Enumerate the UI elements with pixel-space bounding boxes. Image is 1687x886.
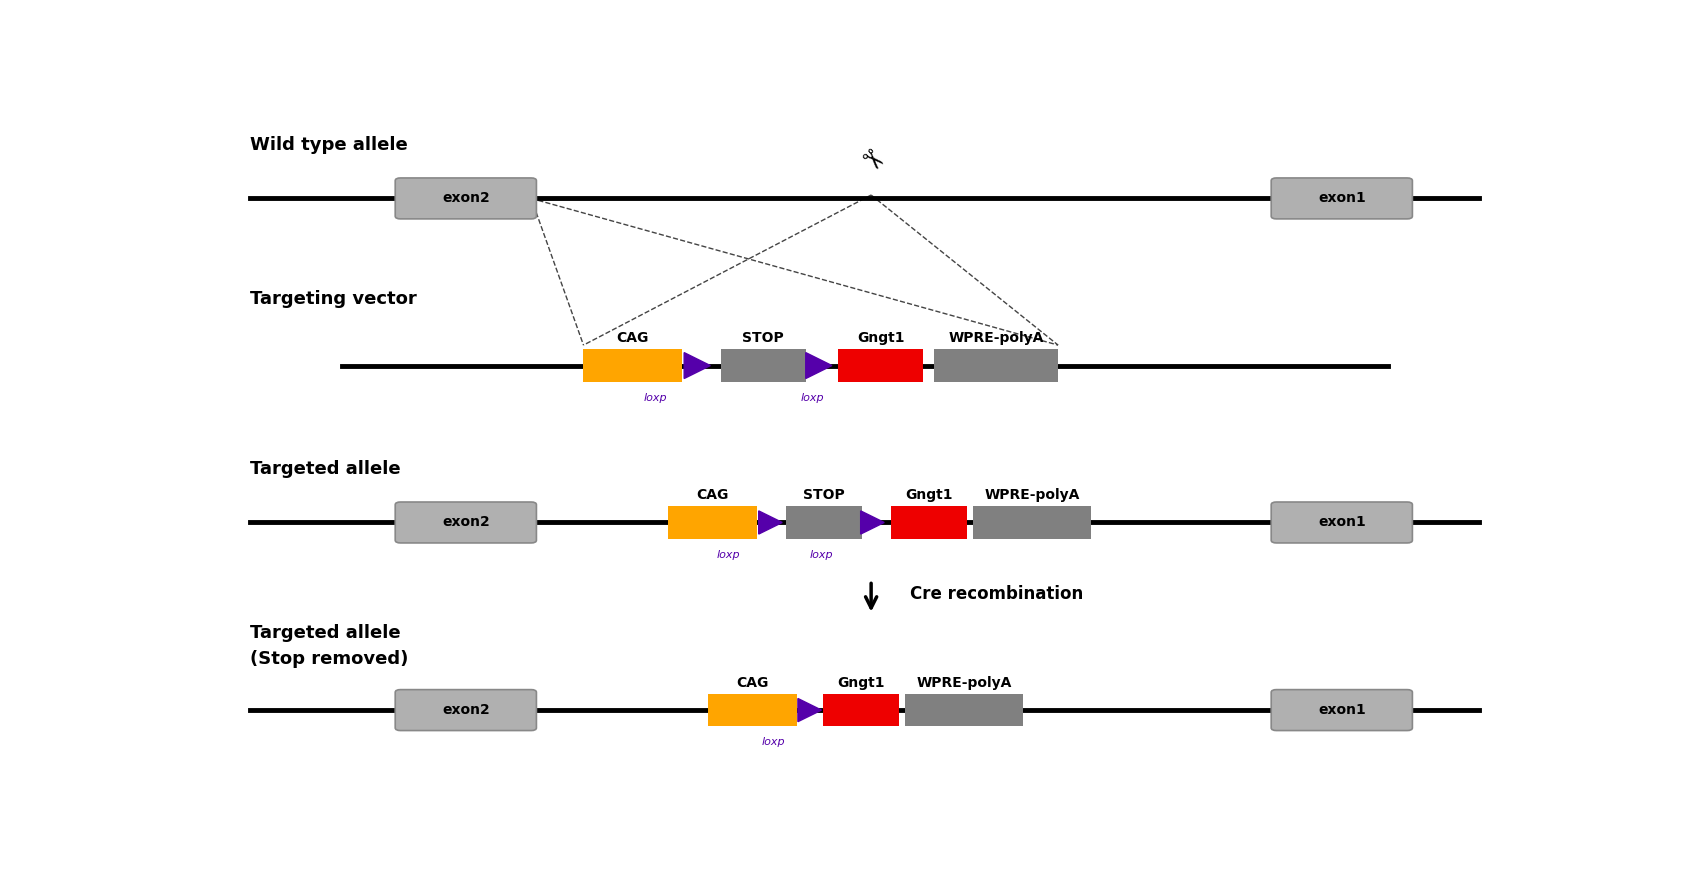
Text: CAG: CAG	[697, 488, 729, 502]
Bar	[584, 349, 682, 382]
Text: Gngt1: Gngt1	[857, 331, 904, 346]
FancyBboxPatch shape	[395, 689, 536, 731]
Bar	[709, 694, 796, 727]
Text: WPRE-polyA: WPRE-polyA	[984, 488, 1080, 502]
Text: STOP: STOP	[803, 488, 845, 502]
Text: STOP: STOP	[742, 331, 784, 346]
Text: exon2: exon2	[442, 516, 489, 530]
Bar	[906, 694, 1022, 727]
Bar	[838, 349, 923, 382]
Text: Cre recombination: Cre recombination	[911, 585, 1083, 603]
FancyBboxPatch shape	[1272, 689, 1412, 731]
Bar	[786, 506, 862, 539]
Text: Wild type allele: Wild type allele	[250, 136, 408, 154]
Text: CAG: CAG	[616, 331, 649, 346]
Text: Targeting vector: Targeting vector	[250, 290, 417, 307]
Polygon shape	[759, 511, 783, 534]
Polygon shape	[798, 698, 822, 722]
Text: exon2: exon2	[442, 703, 489, 717]
Text: Targeted allele: Targeted allele	[250, 624, 402, 641]
Bar	[935, 349, 1058, 382]
Polygon shape	[860, 511, 884, 534]
Text: Gngt1: Gngt1	[837, 676, 884, 689]
Text: (Stop removed): (Stop removed)	[250, 649, 408, 668]
Text: exon2: exon2	[442, 191, 489, 206]
Polygon shape	[806, 353, 832, 378]
Text: CAG: CAG	[736, 676, 768, 689]
Bar	[823, 694, 899, 727]
Text: loxp: loxp	[810, 549, 833, 560]
Text: WPRE-polyA: WPRE-polyA	[916, 676, 1012, 689]
Bar	[668, 506, 757, 539]
Text: ✂: ✂	[854, 143, 889, 179]
Polygon shape	[685, 353, 710, 378]
Text: loxp: loxp	[717, 549, 741, 560]
Bar	[720, 349, 806, 382]
Text: loxp: loxp	[761, 737, 784, 748]
Text: Targeted allele: Targeted allele	[250, 460, 402, 478]
Bar	[891, 506, 967, 539]
FancyBboxPatch shape	[395, 502, 536, 543]
FancyBboxPatch shape	[1272, 178, 1412, 219]
Text: exon1: exon1	[1318, 703, 1366, 717]
Text: exon1: exon1	[1318, 191, 1366, 206]
Text: exon1: exon1	[1318, 516, 1366, 530]
Text: loxp: loxp	[800, 392, 825, 403]
FancyBboxPatch shape	[1272, 502, 1412, 543]
Text: Gngt1: Gngt1	[904, 488, 953, 502]
Text: WPRE-polyA: WPRE-polyA	[948, 331, 1044, 346]
Bar	[973, 506, 1091, 539]
Text: loxp: loxp	[643, 392, 668, 403]
FancyBboxPatch shape	[395, 178, 536, 219]
